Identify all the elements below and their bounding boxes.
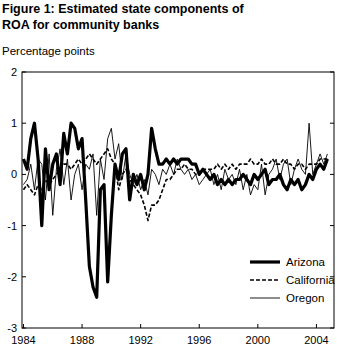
y-tick — [330, 123, 334, 124]
x-tick — [23, 324, 24, 328]
x-tick — [316, 324, 317, 328]
y-tick — [22, 174, 26, 175]
y-tick — [330, 174, 334, 175]
title-line: ROA for community banks — [2, 18, 159, 32]
plot-area — [23, 123, 327, 297]
y-tick-label: 1 — [11, 117, 17, 129]
x-tick-label: 2004 — [304, 334, 328, 346]
y-tick-label: -2 — [7, 271, 17, 283]
x-tick-label: 1988 — [70, 334, 94, 346]
legend-label: Arizona — [286, 256, 326, 268]
x-tick-label: 1992 — [128, 334, 152, 346]
legend-label: Oregon — [286, 292, 324, 304]
title-line: Figure 1: Estimated state components of — [2, 2, 245, 16]
series-line — [23, 123, 327, 297]
y-tick-label: 2 — [11, 66, 17, 78]
x-tick — [199, 324, 200, 328]
y-tick — [22, 276, 26, 277]
plot-frame — [22, 72, 334, 328]
y-tick — [22, 72, 26, 73]
x-tick — [82, 324, 83, 328]
y-tick — [22, 225, 26, 226]
title: Figure 1: Estimated state components of R… — [2, 2, 245, 32]
y-tick — [330, 225, 334, 226]
legend-swatch — [250, 298, 280, 299]
y-tick-label: -1 — [7, 220, 17, 232]
legend-swatch — [250, 279, 280, 281]
x-tick — [257, 324, 258, 328]
chart: Figure 1: Estimated state components of R… — [0, 0, 337, 361]
y-label: Percentage points — [2, 45, 95, 57]
legend-swatch — [250, 260, 280, 263]
x-tick — [140, 324, 141, 328]
legend-label: California — [286, 274, 335, 286]
x-tick-label: 2000 — [246, 334, 270, 346]
y-tick — [330, 72, 334, 73]
y-tick-label: -3 — [7, 322, 17, 334]
y-tick-label: 0 — [11, 168, 17, 180]
y-tick — [22, 328, 26, 329]
y-tick — [330, 328, 334, 329]
x-tick-label: 1984 — [11, 334, 35, 346]
y-tick — [22, 123, 26, 124]
x-tick-label: 1996 — [187, 334, 211, 346]
